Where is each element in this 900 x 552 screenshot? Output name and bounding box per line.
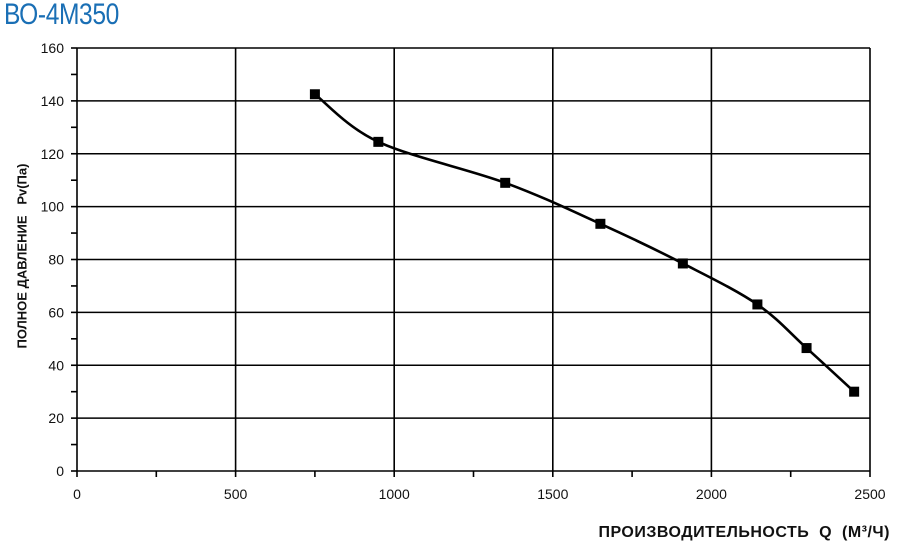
data-point-marker — [849, 386, 860, 397]
x-axis-label: ПРОИЗВОДИТЕЛЬНОСТЬ Q (М³/Ч) — [598, 524, 890, 541]
data-point-marker — [500, 177, 511, 188]
data-point-marker — [752, 299, 763, 310]
x-tick-label: 2500 — [854, 486, 885, 502]
x-tick-label: 2000 — [696, 486, 727, 502]
y-tick-label: 60 — [48, 304, 64, 320]
series-line — [314, 93, 856, 393]
y-tick-label: 160 — [41, 40, 65, 56]
y-tick-label: 40 — [48, 357, 64, 373]
y-tick-label: 0 — [56, 463, 64, 479]
y-tick-label: 80 — [48, 252, 64, 268]
y-tick-label: 120 — [41, 146, 65, 162]
y-tick-label: 20 — [48, 410, 64, 426]
x-tick-label: 500 — [224, 486, 248, 502]
y-tick-label: 100 — [41, 199, 65, 215]
x-tick-label: 1500 — [537, 486, 568, 502]
data-point-marker — [677, 258, 688, 269]
x-tick-label: 0 — [73, 486, 81, 502]
data-point-marker — [801, 343, 812, 354]
x-tick-label: 1000 — [379, 486, 410, 502]
data-point-marker — [373, 136, 384, 147]
y-tick-label: 140 — [41, 93, 65, 109]
data-point-marker — [309, 89, 320, 100]
chart-title: ВО-4М350 — [4, 0, 119, 31]
data-point-marker — [595, 218, 606, 229]
